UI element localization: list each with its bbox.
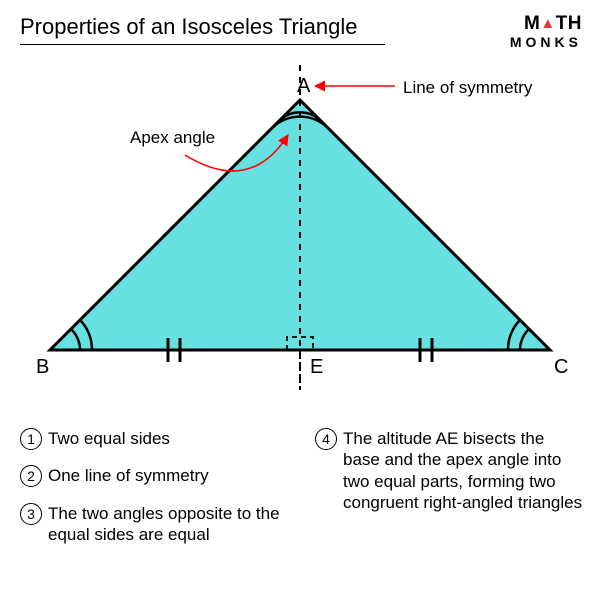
brand-logo: M▲TH MONKS [510,14,582,49]
property-1: 1 Two equal sides [20,428,290,449]
property-2: 2 One line of symmetry [20,465,290,486]
bullet-1-icon: 1 [20,428,42,450]
bullet-2-icon: 2 [20,465,42,487]
vertex-b-label: B [36,356,49,379]
vertex-c-label: C [554,356,568,379]
property-3: 3 The two angles opposite to the equal s… [20,503,290,546]
symmetry-annot: Line of symmetry [403,78,532,98]
vertex-e-label: E [310,356,323,379]
property-4: 4 The altitude AE bisects the base and t… [315,428,585,513]
apex-angle-annot: Apex angle [130,128,215,148]
page-title: Properties of an Isosceles Triangle [20,14,385,45]
isosceles-diagram [0,60,600,420]
vertex-a-label: A [297,75,310,98]
bullet-3-icon: 3 [20,503,42,525]
bullet-4-icon: 4 [315,428,337,450]
